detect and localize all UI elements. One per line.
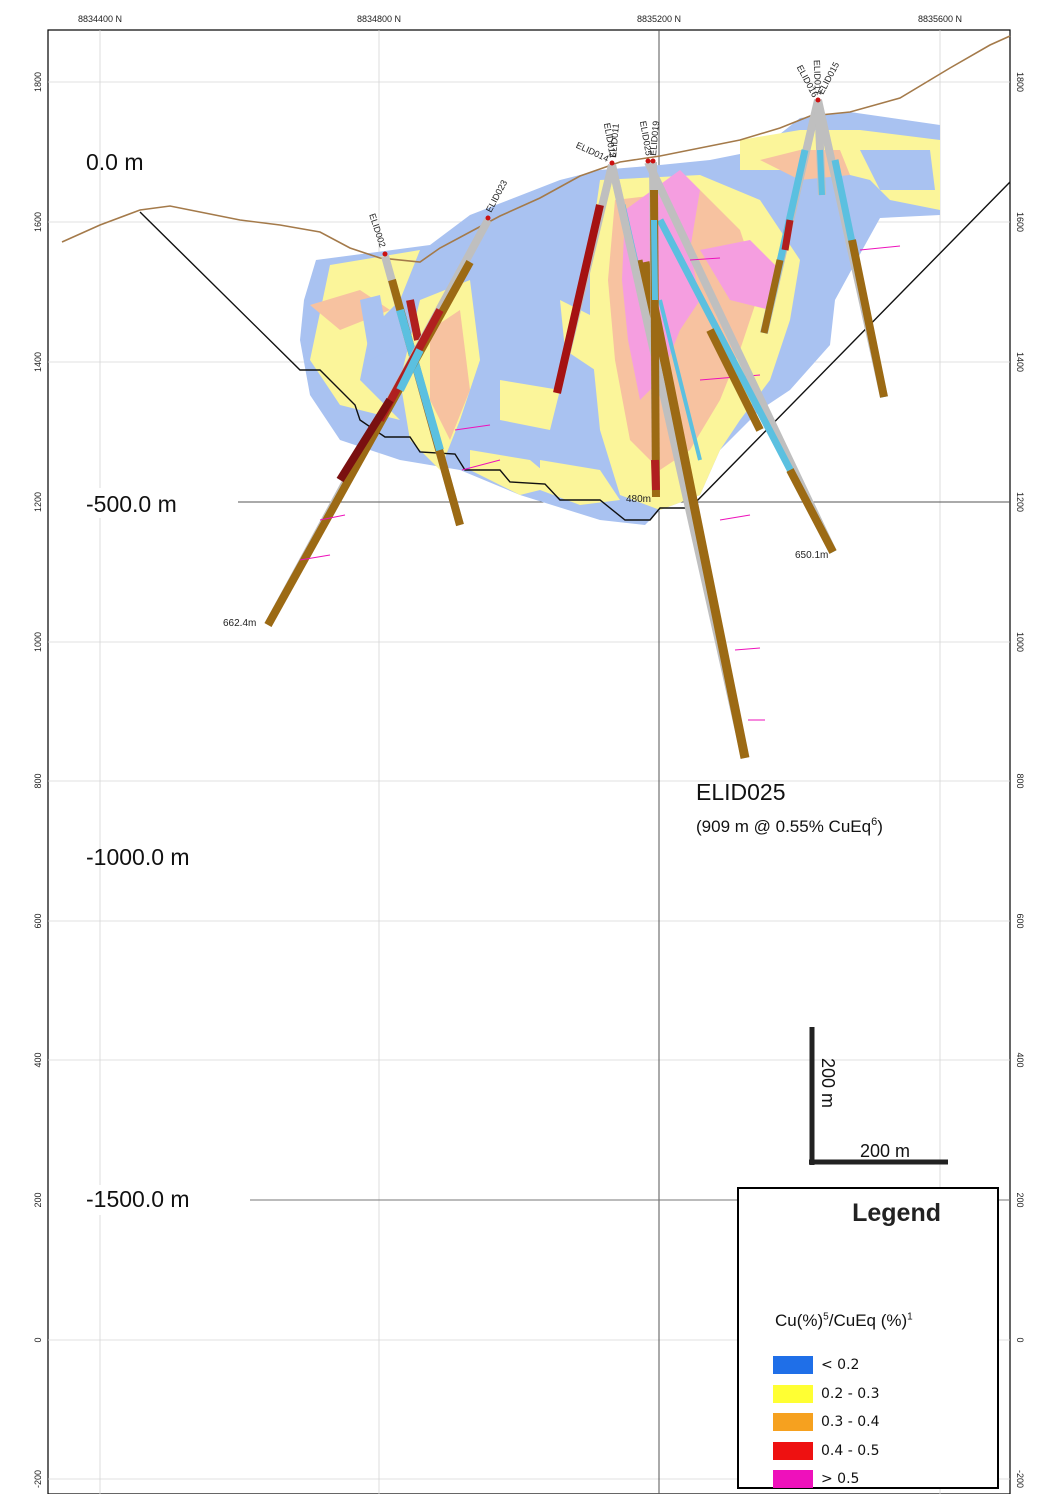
northing-label: 8835200 N: [637, 14, 681, 24]
legend-swatch: [773, 1470, 813, 1489]
hole-label-elid002: ELID002: [367, 212, 387, 248]
legend-item-label: 0.2 - 0.3: [821, 1385, 880, 1402]
level-label-0m: 0.0 m: [86, 149, 144, 175]
elev-label: 1200: [1015, 492, 1025, 512]
elev-label: 400: [1015, 1052, 1025, 1067]
scale-vertical-label: 200 m: [818, 1058, 838, 1108]
hole-label-elid019: ELID019: [648, 120, 661, 156]
northing-label: 8834800 N: [357, 14, 401, 24]
hole-end-label: 662.4m: [223, 618, 256, 629]
callout-detail-end: ): [877, 817, 883, 836]
hole-elid011-trace: [608, 164, 765, 759]
legend-items: < 0.2 0.2 - 0.3 0.3 - 0.4 0.4 - 0.5 > 0.…: [773, 1351, 879, 1494]
legend-item: > 0.5: [773, 1465, 879, 1494]
callout-detail-sup: 6: [871, 816, 877, 828]
elev-label: 200: [33, 1192, 43, 1207]
elev-label: 1600: [1015, 212, 1025, 232]
hole-label-elid014: ELID014: [574, 140, 610, 164]
elev-label: 800: [33, 773, 43, 788]
hole-label-elid011: ELID011: [608, 123, 621, 158]
elev-label: 0: [33, 1337, 43, 1342]
callout-detail: (909 m @ 0.55% CuEq6): [696, 816, 883, 836]
elev-label: 1800: [1015, 72, 1025, 92]
callout-title: ELID025: [696, 779, 786, 805]
scale-bar: 200 m 200 m: [809, 1027, 948, 1165]
topography-line: [61, 35, 1011, 263]
legend-item: < 0.2: [773, 1351, 879, 1380]
elev-label: 800: [1015, 773, 1025, 788]
legend-swatch: [773, 1356, 813, 1375]
hole-elid015-trace: [814, 99, 901, 398]
pit-shell-line: [139, 181, 1011, 521]
northing-label: 8835600 N: [918, 14, 962, 24]
legend-heading: Cu(%)5/CuEq (%)1: [775, 1311, 913, 1331]
elev-label: 1400: [1015, 352, 1025, 372]
level-label-bg: [84, 1185, 246, 1215]
legend-heading-b-sup: 1: [907, 1311, 913, 1323]
legend-item-label: 0.4 - 0.5: [821, 1442, 880, 1459]
hole-end-label: 480m: [626, 494, 651, 505]
hole-collars: [382, 97, 821, 257]
elevation-axis-right: 1800 1600 1400 1200 1000 800 600 400 200…: [1015, 72, 1025, 1488]
legend-item: 0.4 - 0.5: [773, 1437, 879, 1466]
legend-item: 0.3 - 0.4: [773, 1408, 879, 1437]
elev-label: -200: [1015, 1470, 1025, 1488]
hole-elid023-trace: [264, 218, 492, 627]
legend-heading-b: /CuEq (%): [828, 1311, 908, 1330]
hole-label-elid017: ELID017: [812, 60, 823, 95]
hole-elid014-trace: [553, 164, 616, 394]
hole-elid002-trace: [381, 254, 501, 527]
level-label-bg: [84, 488, 234, 518]
elev-label: 1000: [33, 632, 43, 652]
level-label-minus-1500: -1500.0 m: [86, 1186, 190, 1212]
elev-label: 600: [33, 913, 43, 928]
elev-label: 200: [1015, 1192, 1025, 1207]
callout-detail-main: (909 m @ 0.55% CuEq: [696, 817, 871, 836]
hole-end-label: 650.1m: [795, 550, 828, 561]
legend-item-label: 0.3 - 0.4: [821, 1414, 880, 1431]
legend-heading-a-sup: 5: [823, 1311, 829, 1323]
legend-item: 0.2 - 0.3: [773, 1380, 879, 1409]
elevation-axis-left: 1800 1600 1400 1200 1000 800 600 400 200…: [33, 72, 43, 1488]
hole-elid016-trace: [760, 99, 822, 334]
legend-swatch: [773, 1384, 813, 1403]
legend-item-label: < 0.2: [821, 1357, 860, 1374]
elev-label: 1800: [33, 72, 43, 92]
hole-elid019-trace: [649, 161, 660, 498]
drill-holes: [264, 97, 901, 759]
legend-panel: Legend Cu(%)5/CuEq (%)1 < 0.2 0.2 - 0.3 …: [737, 1187, 999, 1489]
northing-axis: 8834400 N 8834800 N 8835200 N 8835600 N: [78, 14, 962, 24]
level-label-minus-500: -500.0 m: [86, 491, 177, 517]
hole-elid025-trace: [644, 160, 837, 554]
legend-swatch: [773, 1413, 813, 1432]
block-model: [300, 112, 940, 525]
legend-heading-a: Cu(%): [775, 1311, 824, 1330]
elev-label: 0: [1015, 1337, 1025, 1342]
elev-label: 600: [1015, 913, 1025, 928]
legend-swatch: [773, 1441, 813, 1460]
map-frame: [47, 29, 1011, 1494]
legend-item-label: > 0.5: [821, 1471, 860, 1488]
elev-label: 1600: [33, 212, 43, 232]
elev-label: 1400: [33, 352, 43, 372]
elev-label: 1200: [33, 492, 43, 512]
scale-horizontal-label: 200 m: [860, 1141, 910, 1161]
elev-label: -200: [33, 1470, 43, 1488]
elev-label: 1000: [1015, 632, 1025, 652]
legend-title: Legend: [852, 1199, 941, 1227]
northing-label: 8834400 N: [78, 14, 122, 24]
elev-label: 400: [33, 1052, 43, 1067]
level-label-minus-1000: -1000.0 m: [86, 844, 190, 870]
